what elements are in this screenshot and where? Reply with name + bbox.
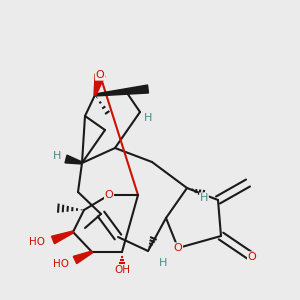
Text: H: H: [159, 258, 167, 268]
Polygon shape: [94, 74, 105, 95]
Text: H: H: [144, 113, 152, 123]
Polygon shape: [65, 155, 82, 164]
Polygon shape: [52, 231, 74, 244]
Text: H: H: [200, 193, 208, 203]
Polygon shape: [73, 251, 92, 264]
Text: O: O: [248, 252, 256, 262]
Text: OH: OH: [114, 265, 130, 275]
Text: HO: HO: [53, 259, 69, 269]
Polygon shape: [95, 85, 148, 96]
Text: O: O: [174, 243, 182, 253]
Text: O: O: [105, 190, 113, 200]
Text: H: H: [53, 151, 61, 161]
Text: HO: HO: [29, 237, 45, 247]
Text: O: O: [96, 70, 104, 80]
